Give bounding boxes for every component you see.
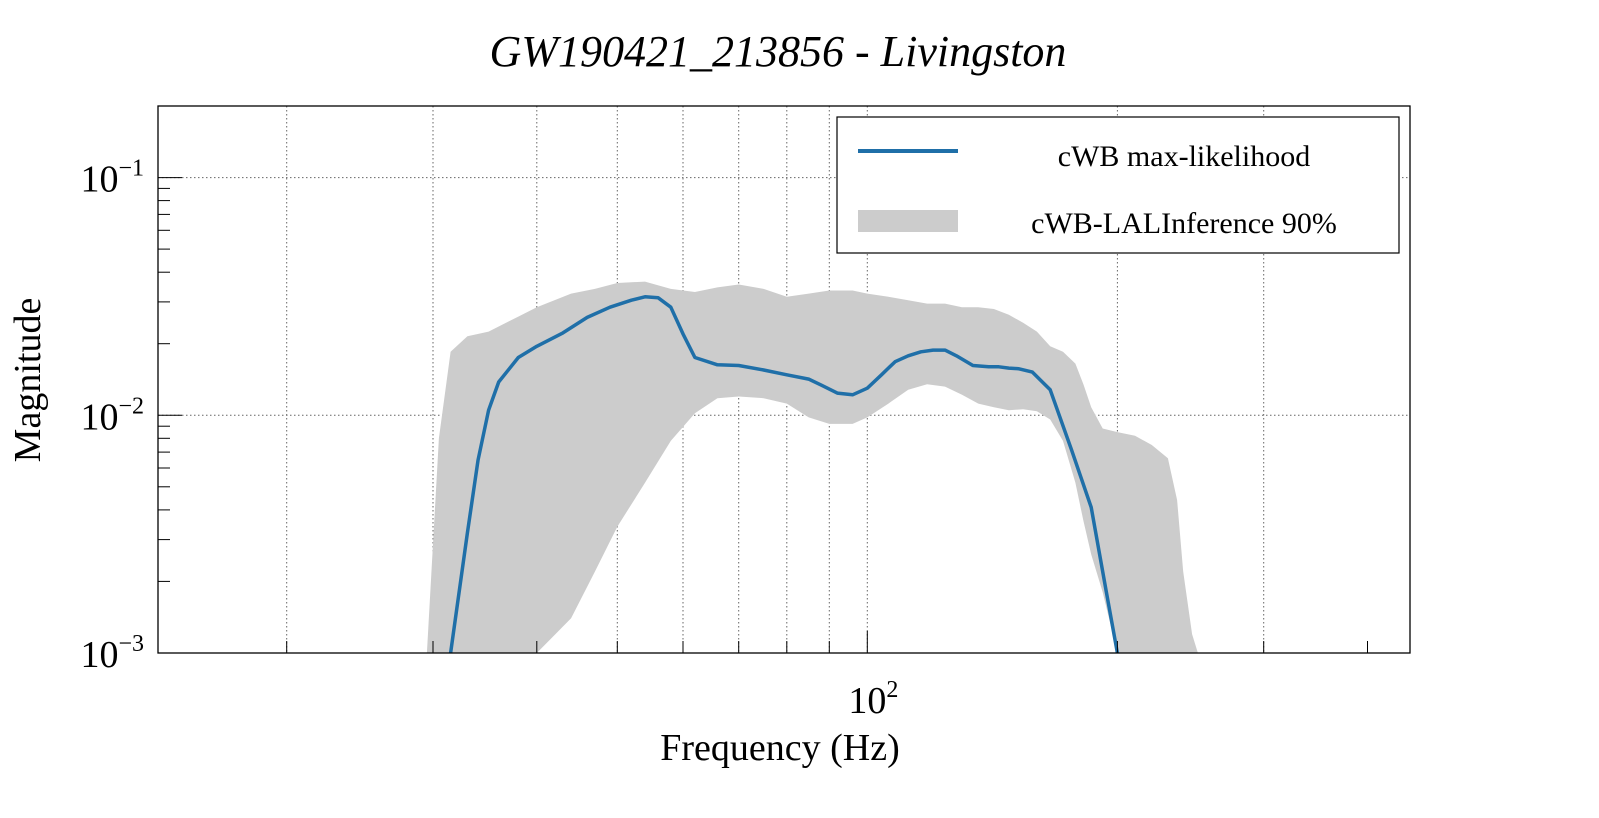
- chart-title: GW190421_213856 - Livingston: [490, 27, 1067, 76]
- band-layer: [426, 281, 1198, 653]
- band-area: [426, 281, 1198, 653]
- y-axis-title: Magnitude: [7, 298, 49, 463]
- legend-label-max-likelihood: cWB max-likelihood: [1058, 140, 1310, 173]
- x-tick-labels: 102: [848, 677, 898, 722]
- legend-band-swatch: [858, 210, 958, 232]
- plot-frame: [157, 105, 1411, 654]
- series-layer: [448, 295, 1120, 654]
- legend: cWB max-likelihood cWB-LALInference 90%: [836, 116, 1400, 254]
- y-tick-labels: 10−3 10−2 10−1: [80, 156, 144, 676]
- legend-label-90-percent: cWB-LALInference 90%: [1031, 207, 1337, 240]
- y-tick-label: 10−2: [80, 393, 144, 438]
- x-tick-label: 102: [848, 677, 898, 722]
- x-axis-title: Frequency (Hz): [660, 727, 900, 769]
- y-tick-label: 10−1: [80, 156, 144, 201]
- series-line: [448, 295, 1120, 654]
- y-tick-label: 10−3: [80, 631, 144, 676]
